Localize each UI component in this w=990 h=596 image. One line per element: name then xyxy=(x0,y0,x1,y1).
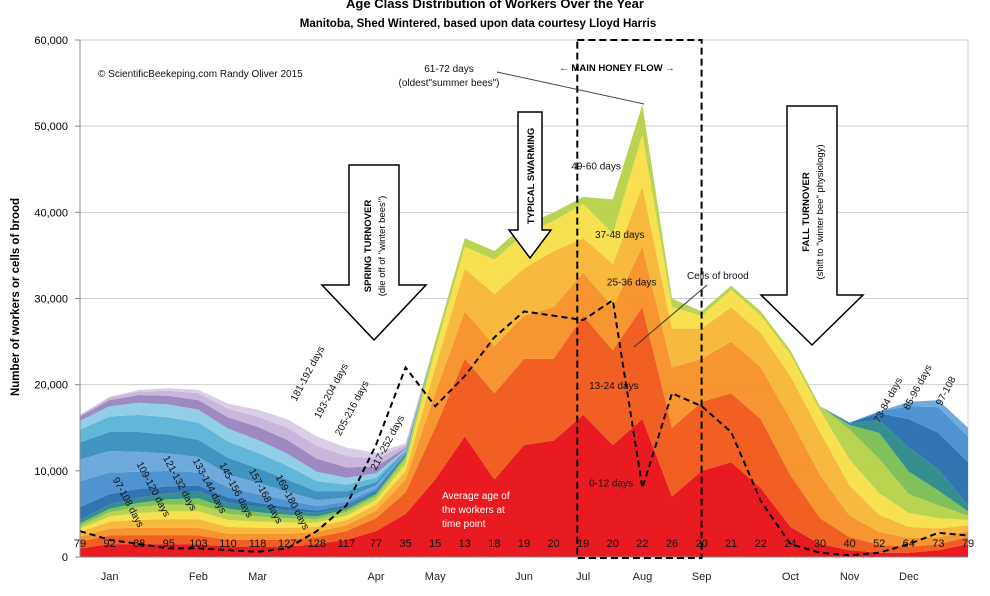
avg-age-4: 103 xyxy=(189,538,207,550)
avg-age-8: 128 xyxy=(308,538,326,550)
avg-age-22: 21 xyxy=(725,538,737,550)
avg-age-24: 24 xyxy=(784,538,796,550)
axes: 0 10,000 20,000 30,000 40,000 50,000 60,000 Jan… xyxy=(34,35,968,583)
month-label-may: May xyxy=(425,571,446,583)
avg-age-9: 117 xyxy=(338,538,356,550)
spring-turnover-label: SPRING TURNOVER xyxy=(363,200,374,293)
area-series xyxy=(80,104,968,557)
avg-age-label-2: the workers at xyxy=(442,505,505,516)
chart-title: Age Class Distribution of Workers Over t… xyxy=(346,0,644,11)
area-series-5 xyxy=(80,104,968,529)
oldest-bees-label-2: (oldest"summer bees") xyxy=(398,78,499,89)
y-tick-label-1: 10,000 xyxy=(34,466,68,478)
brood-line xyxy=(79,298,969,557)
brood-label: Cells of brood xyxy=(687,271,749,282)
month-label-sep: Sep xyxy=(692,571,712,583)
oldest-bees-label-1: 61-72 days xyxy=(424,64,473,75)
y-tick-label-3: 30,000 xyxy=(34,294,68,306)
y-axis-label: Number of workers or cells of brood xyxy=(10,198,22,396)
avg-age-19: 22 xyxy=(636,538,648,550)
month-label-nov: Nov xyxy=(840,571,860,583)
month-label-oct: Oct xyxy=(782,571,799,583)
avg-age-20: 26 xyxy=(666,538,678,550)
avg-age-18: 20 xyxy=(607,538,619,550)
month-label-jul: Jul xyxy=(576,571,590,583)
avg-age-13: 13 xyxy=(459,538,471,550)
chart-subtitle: Manitoba, Shed Wintered, based upon data… xyxy=(300,18,656,30)
spring-turnover-arrow: SPRING TURNOVER (die off of "winter bees… xyxy=(320,164,428,342)
avg-age-27: 52 xyxy=(873,538,885,550)
area-series-1 xyxy=(80,307,968,553)
spring-turnover-sublabel: (die off of "winter bees") xyxy=(377,196,388,297)
avg-age-1: 92 xyxy=(103,538,115,550)
month-label-apr: Apr xyxy=(367,571,384,583)
area-series-0 xyxy=(80,414,968,557)
brood-line-group xyxy=(79,298,969,557)
swarming-label: TYPICAL SWARMING xyxy=(526,128,537,224)
average-age-row: 79 92 88 95 103 110 118 127 128 117 77 35 15 13 18 19 20… xyxy=(74,538,974,550)
oldest-bees-pointer xyxy=(496,71,645,105)
month-label-jan: Jan xyxy=(101,571,119,583)
area-series-10 xyxy=(80,104,968,507)
avg-age-28: 64 xyxy=(903,538,915,550)
month-label-mar: Mar xyxy=(248,571,267,583)
avg-age-label-3: time point xyxy=(442,519,486,530)
honey-flow-label: ← MAIN HONEY FLOW → xyxy=(559,63,674,74)
month-label-jun: Jun xyxy=(515,571,533,583)
avg-age-17: 19 xyxy=(577,538,589,550)
month-label-aug: Aug xyxy=(633,571,653,583)
month-label-dec: Dec xyxy=(899,571,919,583)
avg-age-7: 127 xyxy=(278,538,296,550)
y-tick-label-2: 20,000 xyxy=(34,380,68,392)
y-tick-label-5: 50,000 xyxy=(34,121,68,133)
avg-age-23: 22 xyxy=(755,538,767,550)
y-tick-label-0: 0 xyxy=(62,552,68,564)
age-label-12: 13-24 days xyxy=(589,381,638,392)
avg-age-14: 18 xyxy=(488,538,500,550)
avg-age-11: 35 xyxy=(399,538,411,550)
avg-age-25: 30 xyxy=(814,538,826,550)
fall-turnover-sublabel: (shift to "winter bee" physiology) xyxy=(815,144,826,279)
brood-pointer xyxy=(633,284,708,348)
month-label-feb: Feb xyxy=(189,571,208,583)
avg-age-3: 95 xyxy=(163,538,175,550)
age-label-14: 37-48 days xyxy=(595,230,644,241)
avg-age-15: 19 xyxy=(518,538,530,550)
swarming-arrow: TYPICAL SWARMING xyxy=(507,111,553,260)
avg-age-6: 118 xyxy=(249,538,267,550)
avg-age-30: 79 xyxy=(962,538,974,550)
avg-age-16: 20 xyxy=(547,538,559,550)
avg-age-12: 15 xyxy=(429,538,441,550)
fall-turnover-arrow: FALL TURNOVER (shift to "winter bee" phy… xyxy=(759,105,865,347)
avg-age-label-1: Average age of xyxy=(442,491,510,502)
y-tick-label-6: 60,000 xyxy=(34,35,68,47)
fall-turnover-label: FALL TURNOVER xyxy=(801,172,812,252)
avg-age-5: 110 xyxy=(219,538,237,550)
y-tick-label-4: 40,000 xyxy=(34,207,68,219)
avg-age-2: 88 xyxy=(133,538,145,550)
avg-age-26: 40 xyxy=(843,538,855,550)
avg-age-10: 77 xyxy=(370,538,382,550)
copyright-text: © ScientificBeekeping.com Randy Oliver 2… xyxy=(98,69,303,80)
age-label-15: 49-60 days xyxy=(571,161,620,172)
honey-flow-box xyxy=(576,39,703,559)
age-label-13: 25-36 days xyxy=(607,278,656,289)
avg-age-29: 73 xyxy=(932,538,944,550)
age-label-11: 0-12 days xyxy=(589,478,633,489)
avg-age-0: 79 xyxy=(74,538,86,550)
